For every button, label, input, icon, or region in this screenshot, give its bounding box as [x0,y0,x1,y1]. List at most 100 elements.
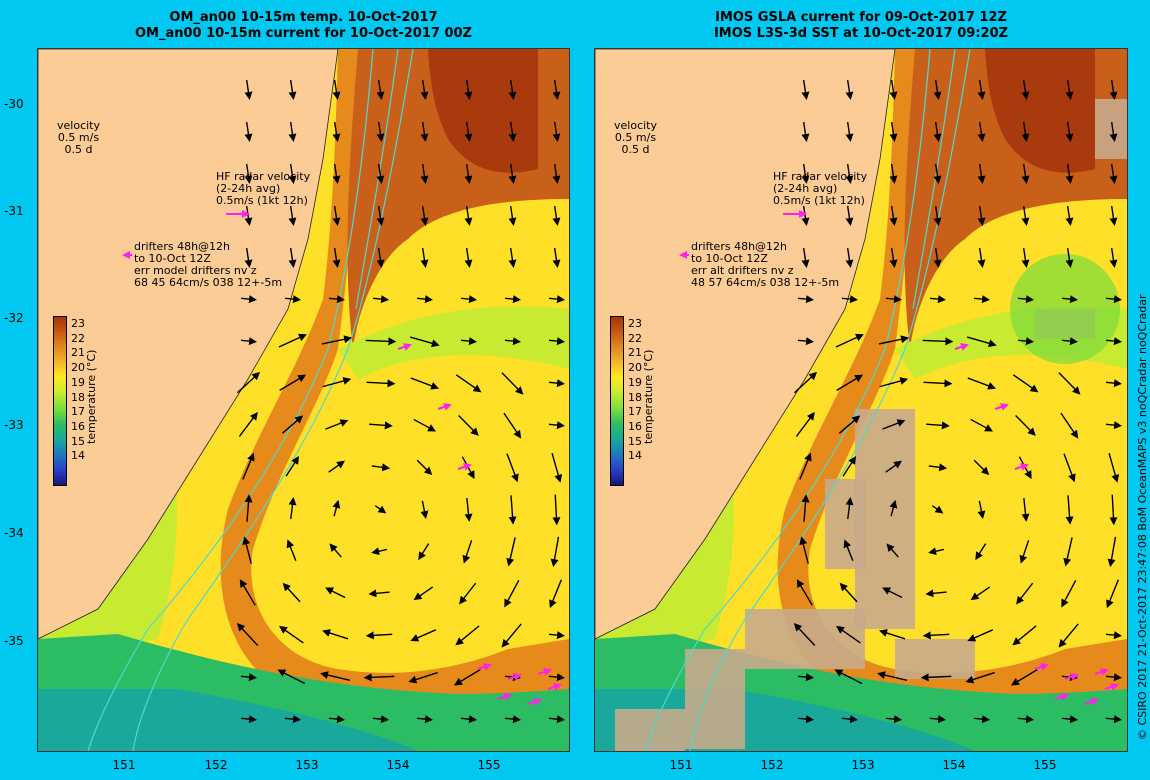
colorbar-tick: 23 [71,317,85,330]
velocity-arrow [882,587,903,599]
velocity-arrow [797,673,814,682]
drifter-arrow [497,693,512,701]
velocity-arrow [238,411,258,437]
velocity-arrow [416,715,433,724]
velocity-arrow [325,587,346,599]
velocity-arrow [1109,163,1118,184]
velocity-arrow [328,295,345,304]
velocity-arrow [504,295,521,304]
drifter-arrow [437,403,452,411]
colorbar-tick: 20 [628,361,642,375]
left-title-line2: OM_an00 10-15m current for 10-Oct-2017 0… [135,26,472,41]
velocity-arrow [455,625,480,646]
colorbar-tick: 18 [628,390,642,404]
velocity-key-duration: 0.5 d [621,143,650,156]
colorbar-tick: 14 [628,449,642,463]
velocity-arrow [1061,715,1078,724]
velocity-arrow [332,499,341,517]
velocity-arrow [240,673,257,682]
velocity-arrow [372,715,389,724]
colorbar [53,316,67,486]
velocity-arrow [793,371,818,394]
cloud-mask [1095,99,1127,159]
velocity-arrow [1016,582,1034,605]
velocity-arrow [508,163,517,184]
velocity-arrow [793,622,816,647]
velocity-arrow [279,625,304,644]
velocity-arrow [885,715,902,724]
velocity-arrow [1015,415,1036,436]
velocity-arrow [506,537,516,567]
velocity-arrow [845,205,854,226]
velocity-arrow [244,247,253,268]
velocity-arrow [239,579,256,606]
velocity-arrow [965,671,995,684]
velocity-arrow [420,205,429,226]
velocity-arrow [799,452,812,480]
lon-tick: 151 [669,758,693,772]
velocity-arrow [977,247,986,268]
velocity-key-duration: 0.5 d [64,143,93,156]
lon-tick: 154 [386,758,410,772]
colorbar-label: temperature (°C) [85,349,98,444]
velocity-arrow [889,163,898,184]
velocity-arrow [376,163,385,184]
hf-radar-key: HF radar velocity (2-24h avg) 0.5m/s (1k… [216,171,310,207]
velocity-arrow [1105,631,1122,640]
velocity-arrow [933,163,942,184]
colorbar-tick: 14 [71,449,85,463]
velocity-arrow [240,295,257,304]
velocity-arrow [970,586,991,601]
velocity-arrow [240,715,257,724]
colorbar-tick: 23 [628,317,642,330]
velocity-arrow [843,539,854,561]
velocity-arrow [409,336,440,348]
colorbar-tick: 22 [628,331,642,345]
velocity-arrow [332,121,341,142]
velocity-arrow [453,668,481,686]
hf-radar-key-title: HF radar velocity [216,170,311,183]
left-map-canvas [38,49,569,751]
velocity-arrow [288,205,297,226]
velocity-arrow [845,121,854,142]
velocity-arrow [244,121,253,142]
velocity-arrow [836,625,861,644]
velocity-arrow [420,500,429,520]
velocity-arrow [416,295,433,304]
velocity-arrow [889,79,898,100]
isobath-contour [689,49,971,751]
velocity-arrow [977,163,986,184]
velocity-arrow [244,79,253,100]
velocity-arrow [508,79,517,100]
drifter-arrow [547,683,562,691]
velocity-arrow [1105,379,1122,388]
drifters-key-line4: 48 57 64cm/s 038 12+-5m [691,276,840,289]
velocity-arrow [933,205,942,226]
velocity-arrow [371,463,391,472]
lon-tick: 153 [851,758,875,772]
velocity-arrow [1065,163,1074,184]
velocity-arrow [1021,121,1030,142]
isobath-contour [355,49,399,310]
right-title-line2: IMOS L3S-3d SST at 10-Oct-2017 09:20Z [713,26,1009,41]
velocity-arrow [464,498,473,522]
left-panel-title: OM_an00 10-15m temp. 10-Oct-2017 OM_an00… [37,10,570,42]
cold-water-south [38,689,418,751]
velocity-arrow [552,121,561,142]
velocity-arrow [548,421,565,430]
velocity-arrow [410,377,440,390]
velocity-arrow [279,374,307,391]
velocity-arrow [418,543,430,561]
velocity-arrow [1106,579,1120,609]
velocity-arrow [284,295,301,304]
velocity-arrow [929,295,946,304]
velocity-arrow [374,505,387,514]
colorbar-tick: 22 [71,331,85,345]
velocity-arrow [244,494,253,522]
velocity-arrow [977,121,986,142]
colorbar-label: temperature (°C) [642,349,655,444]
velocity-arrow [288,163,297,184]
velocity-arrow [244,163,253,184]
drifters-key-line1: drifters 48h@12h [134,240,231,253]
velocity-arrow [332,205,341,226]
